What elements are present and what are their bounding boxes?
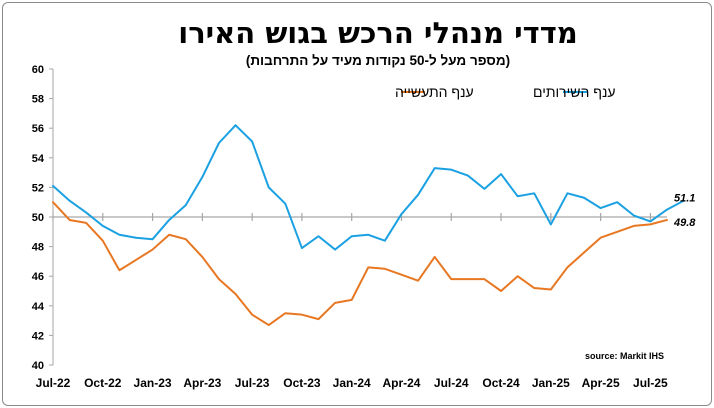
y-tick-label: 46 [32,271,44,283]
x-tick-label: Jan-25 [532,376,570,390]
legend-label-services: ענף השירותים [533,84,616,100]
x-tick-label: Oct-24 [482,376,520,390]
x-tick-label: Jul-24 [434,376,469,390]
chart-title: מדדי מנהלי הרכש בגוש האירו [178,16,578,50]
y-tick-label: 48 [32,242,44,254]
x-tick-label: Oct-23 [283,376,321,390]
series-line-industry [52,201,668,327]
x-tick-label: Jul-23 [235,376,270,390]
x-axis: Jul-22 Oct-22 Jan-23 Apr-23 Jul-23 Oct-23 Jan-… [36,213,668,390]
y-tick-label: 54 [32,153,45,165]
y-tick-label: 50 [32,212,44,224]
x-tick-label: Oct-22 [84,376,122,390]
end-value-label: 51.1 [674,193,695,205]
y-tick-label: 40 [32,360,44,372]
x-tick-label: Jan-24 [333,376,371,390]
chart-subtitle: (מספר מעל ל-50 נקודות מעיד על התרחבות) [246,53,510,68]
y-tick-label: 52 [32,182,44,194]
end-value-label: 49.8 [673,217,696,229]
x-tick-label: Apr-23 [183,376,221,390]
legend: ענף השירותים ענף התעשייה [395,84,616,100]
x-tick-label: Jul-25 [633,376,668,390]
x-tick-label: Apr-25 [582,376,620,390]
x-tick-label: Jul-22 [36,376,71,390]
x-tick-label: Jan-23 [134,376,172,390]
y-axis: 40 42 44 46 48 50 52 54 56 58 60 [32,64,54,372]
y-tick-label: 44 [32,301,45,313]
y-tick-label: 58 [32,94,44,106]
x-tick-label: Apr-24 [382,376,420,390]
y-tick-label: 42 [32,330,44,342]
series-line-services [52,124,685,251]
y-tick-label: 60 [32,64,44,76]
legend-label-industry: ענף התעשייה [395,84,474,100]
y-tick-label: 56 [32,123,44,135]
series-group: 51.1 49.8 [52,124,696,327]
source-note: source: Markit IHS [585,351,664,361]
